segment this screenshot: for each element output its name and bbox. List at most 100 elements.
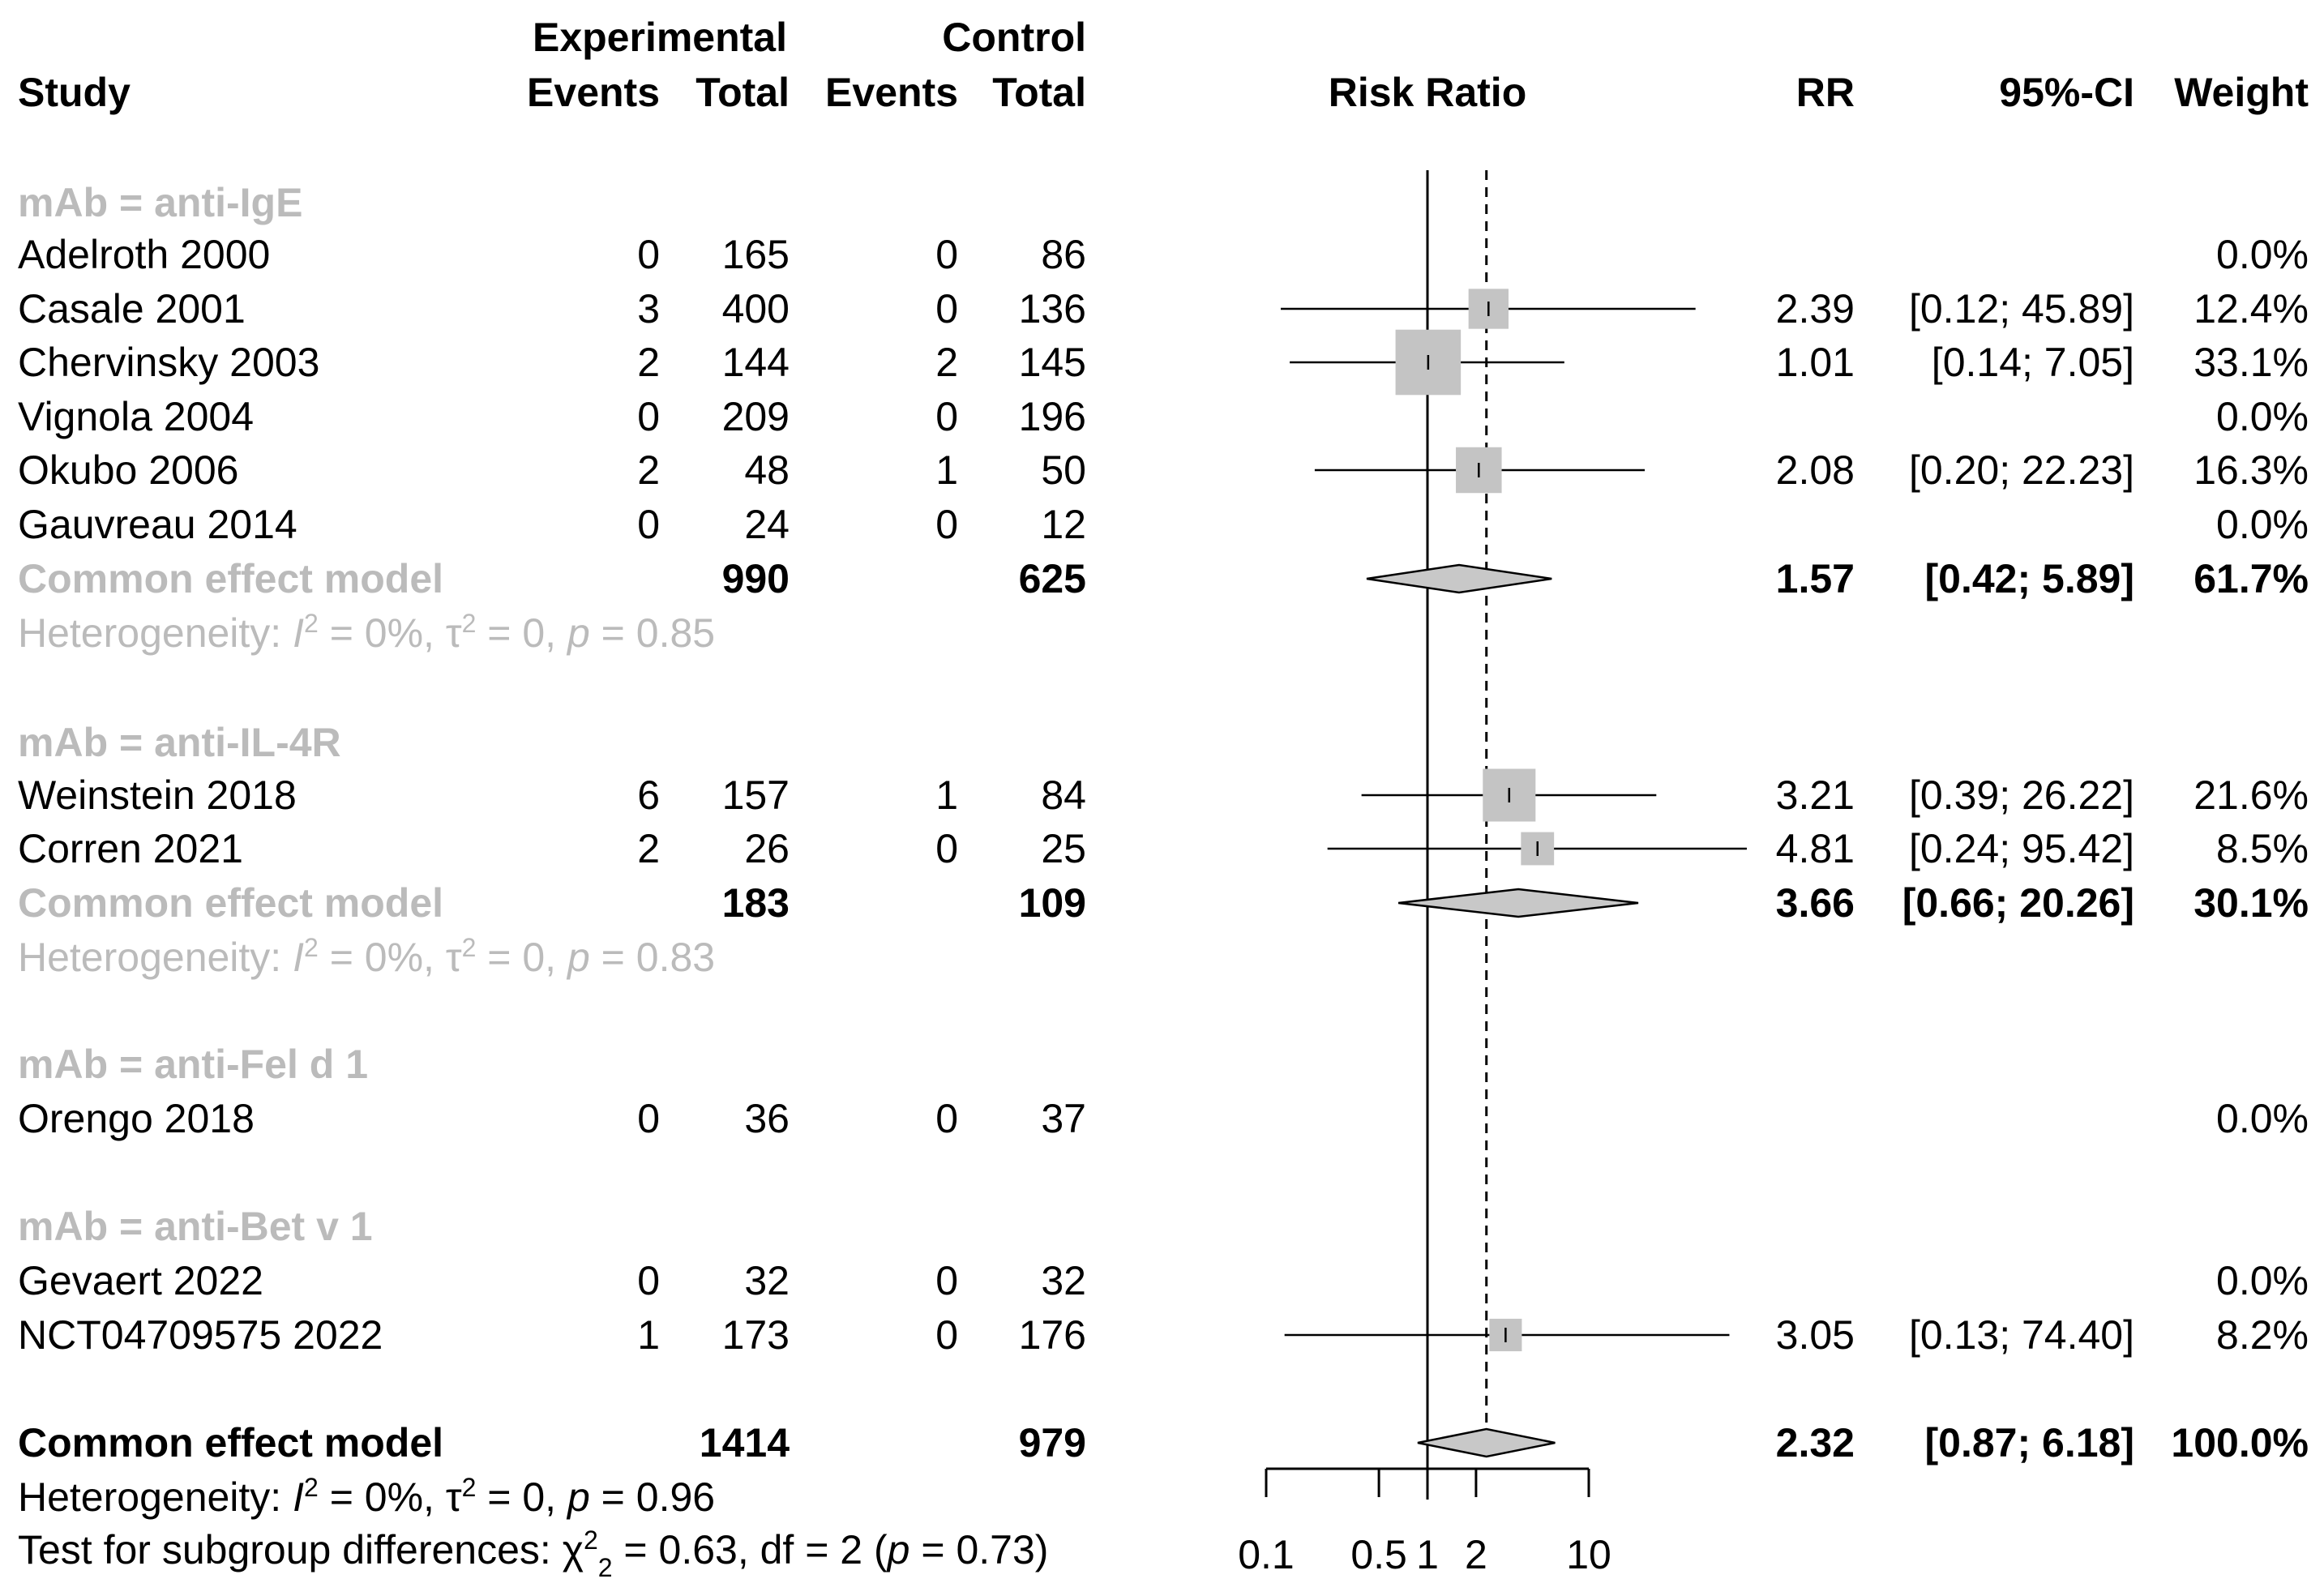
header-weight: Weight bbox=[2174, 70, 2309, 115]
ctrl-events: 0 bbox=[935, 502, 958, 547]
ctrl-total: 145 bbox=[1019, 340, 1086, 385]
weight-value: 8.2% bbox=[2216, 1312, 2309, 1358]
weight-value: 0.0% bbox=[2216, 232, 2309, 277]
subgroup-label: mAb = anti-Bet v 1 bbox=[18, 1204, 373, 1249]
exp-events: 0 bbox=[637, 1258, 660, 1303]
exp-total: 36 bbox=[744, 1096, 790, 1141]
ctrl-events: 0 bbox=[935, 826, 958, 871]
subgroup-pooled-ctrl-total: 109 bbox=[1019, 880, 1086, 926]
ci-value: [0.20; 22.23] bbox=[1909, 447, 2134, 493]
ctrl-events: 0 bbox=[935, 1312, 958, 1358]
subgroup-pooled-rr: 1.57 bbox=[1776, 556, 1855, 601]
weight-value: 8.5% bbox=[2216, 826, 2309, 871]
rr-value: 1.01 bbox=[1776, 340, 1855, 385]
subgroup-label: mAb = anti-IgE bbox=[18, 180, 302, 225]
subgroup-pooled-rr: 3.66 bbox=[1776, 880, 1855, 926]
ctrl-events: 0 bbox=[935, 1258, 958, 1303]
subgroup-pooled-label: Common effect model bbox=[18, 556, 443, 601]
weight-value: 0.0% bbox=[2216, 1096, 2309, 1141]
overall-pooled-rr: 2.32 bbox=[1776, 1420, 1855, 1465]
header-ctrl-total: Total bbox=[992, 70, 1086, 115]
overall-heterogeneity: Heterogeneity: I2 = 0%, τ2 = 0, p = 0.96 bbox=[18, 1473, 715, 1520]
rr-value: 2.39 bbox=[1776, 286, 1855, 332]
ctrl-total: 176 bbox=[1019, 1312, 1086, 1358]
ci-value: [0.14; 7.05] bbox=[1932, 340, 2134, 385]
study-name: Corren 2021 bbox=[18, 826, 243, 871]
exp-events: 3 bbox=[637, 286, 660, 332]
subgroup-label: mAb = anti-IL-4R bbox=[18, 720, 341, 765]
exp-total: 157 bbox=[722, 772, 790, 818]
study-name: Gevaert 2022 bbox=[18, 1258, 263, 1303]
study-name: NCT04709575 2022 bbox=[18, 1312, 383, 1358]
ctrl-events: 0 bbox=[935, 1096, 958, 1141]
weight-value: 0.0% bbox=[2216, 394, 2309, 439]
ctrl-total: 37 bbox=[1041, 1096, 1086, 1141]
rr-value: 4.81 bbox=[1776, 826, 1855, 871]
subgroup-pooled-label: Common effect model bbox=[18, 880, 443, 926]
subgroup-pooled-ctrl-total: 625 bbox=[1019, 556, 1086, 601]
study-name: Vignola 2004 bbox=[18, 394, 254, 439]
rr-value: 3.05 bbox=[1776, 1312, 1855, 1358]
header-exp-events: Events bbox=[527, 70, 660, 115]
exp-events: 6 bbox=[637, 772, 660, 818]
ci-value: [0.12; 45.89] bbox=[1909, 286, 2134, 332]
study-name: Casale 2001 bbox=[18, 286, 246, 332]
ctrl-total: 84 bbox=[1041, 772, 1086, 818]
subgroup-pooled-weight: 30.1% bbox=[2193, 880, 2309, 926]
ctrl-total: 32 bbox=[1041, 1258, 1086, 1303]
x-axis-tick-label: 0.5 bbox=[1350, 1532, 1407, 1577]
exp-total: 173 bbox=[722, 1312, 790, 1358]
ctrl-total: 12 bbox=[1041, 502, 1086, 547]
x-axis-tick-label: 1 bbox=[1416, 1532, 1439, 1577]
exp-total: 165 bbox=[722, 232, 790, 277]
overall-pooled-label: Common effect model bbox=[18, 1420, 443, 1465]
subgroup-pooled-ci: [0.42; 5.89] bbox=[1925, 556, 2134, 601]
subgroup-heterogeneity: Heterogeneity: I2 = 0%, τ2 = 0, p = 0.83 bbox=[18, 933, 715, 980]
exp-events: 2 bbox=[637, 447, 660, 493]
study-name: Weinstein 2018 bbox=[18, 772, 297, 818]
ci-value: [0.39; 26.22] bbox=[1909, 772, 2134, 818]
weight-value: 0.0% bbox=[2216, 1258, 2309, 1303]
ctrl-total: 196 bbox=[1019, 394, 1086, 439]
study-name: Chervinsky 2003 bbox=[18, 340, 319, 385]
exp-events: 0 bbox=[637, 502, 660, 547]
exp-events: 0 bbox=[637, 1096, 660, 1141]
header-study: Study bbox=[18, 70, 131, 115]
weight-value: 16.3% bbox=[2193, 447, 2309, 493]
ctrl-total: 50 bbox=[1041, 447, 1086, 493]
ctrl-events: 0 bbox=[935, 286, 958, 332]
exp-events: 0 bbox=[637, 394, 660, 439]
exp-events: 2 bbox=[637, 826, 660, 871]
study-name: Adelroth 2000 bbox=[18, 232, 270, 277]
rr-value: 3.21 bbox=[1776, 772, 1855, 818]
study-name: Okubo 2006 bbox=[18, 447, 238, 493]
subgroup-pooled-weight: 61.7% bbox=[2193, 556, 2309, 601]
ctrl-events: 1 bbox=[935, 447, 958, 493]
ctrl-total: 136 bbox=[1019, 286, 1086, 332]
exp-total: 144 bbox=[722, 340, 790, 385]
ci-value: [0.13; 74.40] bbox=[1909, 1312, 2134, 1358]
study-name: Gauvreau 2014 bbox=[18, 502, 297, 547]
header-experimental: Experimental bbox=[533, 15, 787, 60]
ctrl-events: 1 bbox=[935, 772, 958, 818]
overall-pooled-diamond bbox=[1417, 1427, 1556, 1458]
ctrl-total: 86 bbox=[1041, 232, 1086, 277]
overall-pooled-weight: 100.0% bbox=[2171, 1420, 2309, 1465]
exp-events: 0 bbox=[637, 232, 660, 277]
study-name: Orengo 2018 bbox=[18, 1096, 255, 1141]
x-axis-tick-label: 10 bbox=[1566, 1532, 1611, 1577]
exp-total: 209 bbox=[722, 394, 790, 439]
overall-pooled-ci: [0.87; 6.18] bbox=[1925, 1420, 2134, 1465]
subgroup-differences-test: Test for subgroup differences: χ22 = 0.6… bbox=[18, 1525, 1048, 1582]
x-axis-tick-label: 0.1 bbox=[1238, 1532, 1295, 1577]
exp-total: 24 bbox=[744, 502, 790, 547]
exp-total: 26 bbox=[744, 826, 790, 871]
weight-value: 33.1% bbox=[2193, 340, 2309, 385]
overall-pooled-ctrl-total: 979 bbox=[1019, 1420, 1086, 1465]
exp-events: 2 bbox=[637, 340, 660, 385]
exp-events: 1 bbox=[637, 1312, 660, 1358]
weight-value: 12.4% bbox=[2193, 286, 2309, 332]
ctrl-events: 0 bbox=[935, 232, 958, 277]
exp-total: 400 bbox=[722, 286, 790, 332]
